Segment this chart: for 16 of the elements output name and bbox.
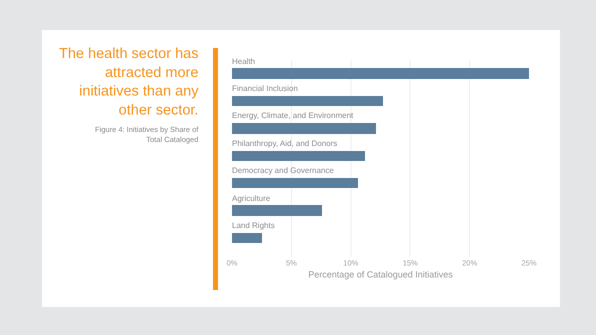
text: The health sector has attracted more initiatives than any other sector.	[59, 46, 200, 119]
bar	[232, 96, 383, 106]
y-tick-label: Health	[232, 57, 256, 66]
bar	[232, 123, 376, 134]
y-tick-label: Financial Inclusion	[232, 84, 298, 93]
bar	[232, 178, 358, 188]
bar	[232, 233, 262, 243]
bar	[232, 205, 322, 216]
bar	[232, 68, 529, 79]
y-tick-label: Philanthropy, Aid, and Donors	[232, 139, 338, 148]
y-tick-label: Land Rights	[232, 221, 275, 230]
y-tick-label: Democracy and Governance	[232, 166, 334, 175]
bar	[232, 151, 365, 161]
y-tick-label: Energy, Climate, and Environment	[232, 111, 354, 120]
y-tick-label: Agriculture	[232, 194, 271, 203]
x-axis-title: Percentage of Catalogued Initiatives	[308, 269, 454, 280]
